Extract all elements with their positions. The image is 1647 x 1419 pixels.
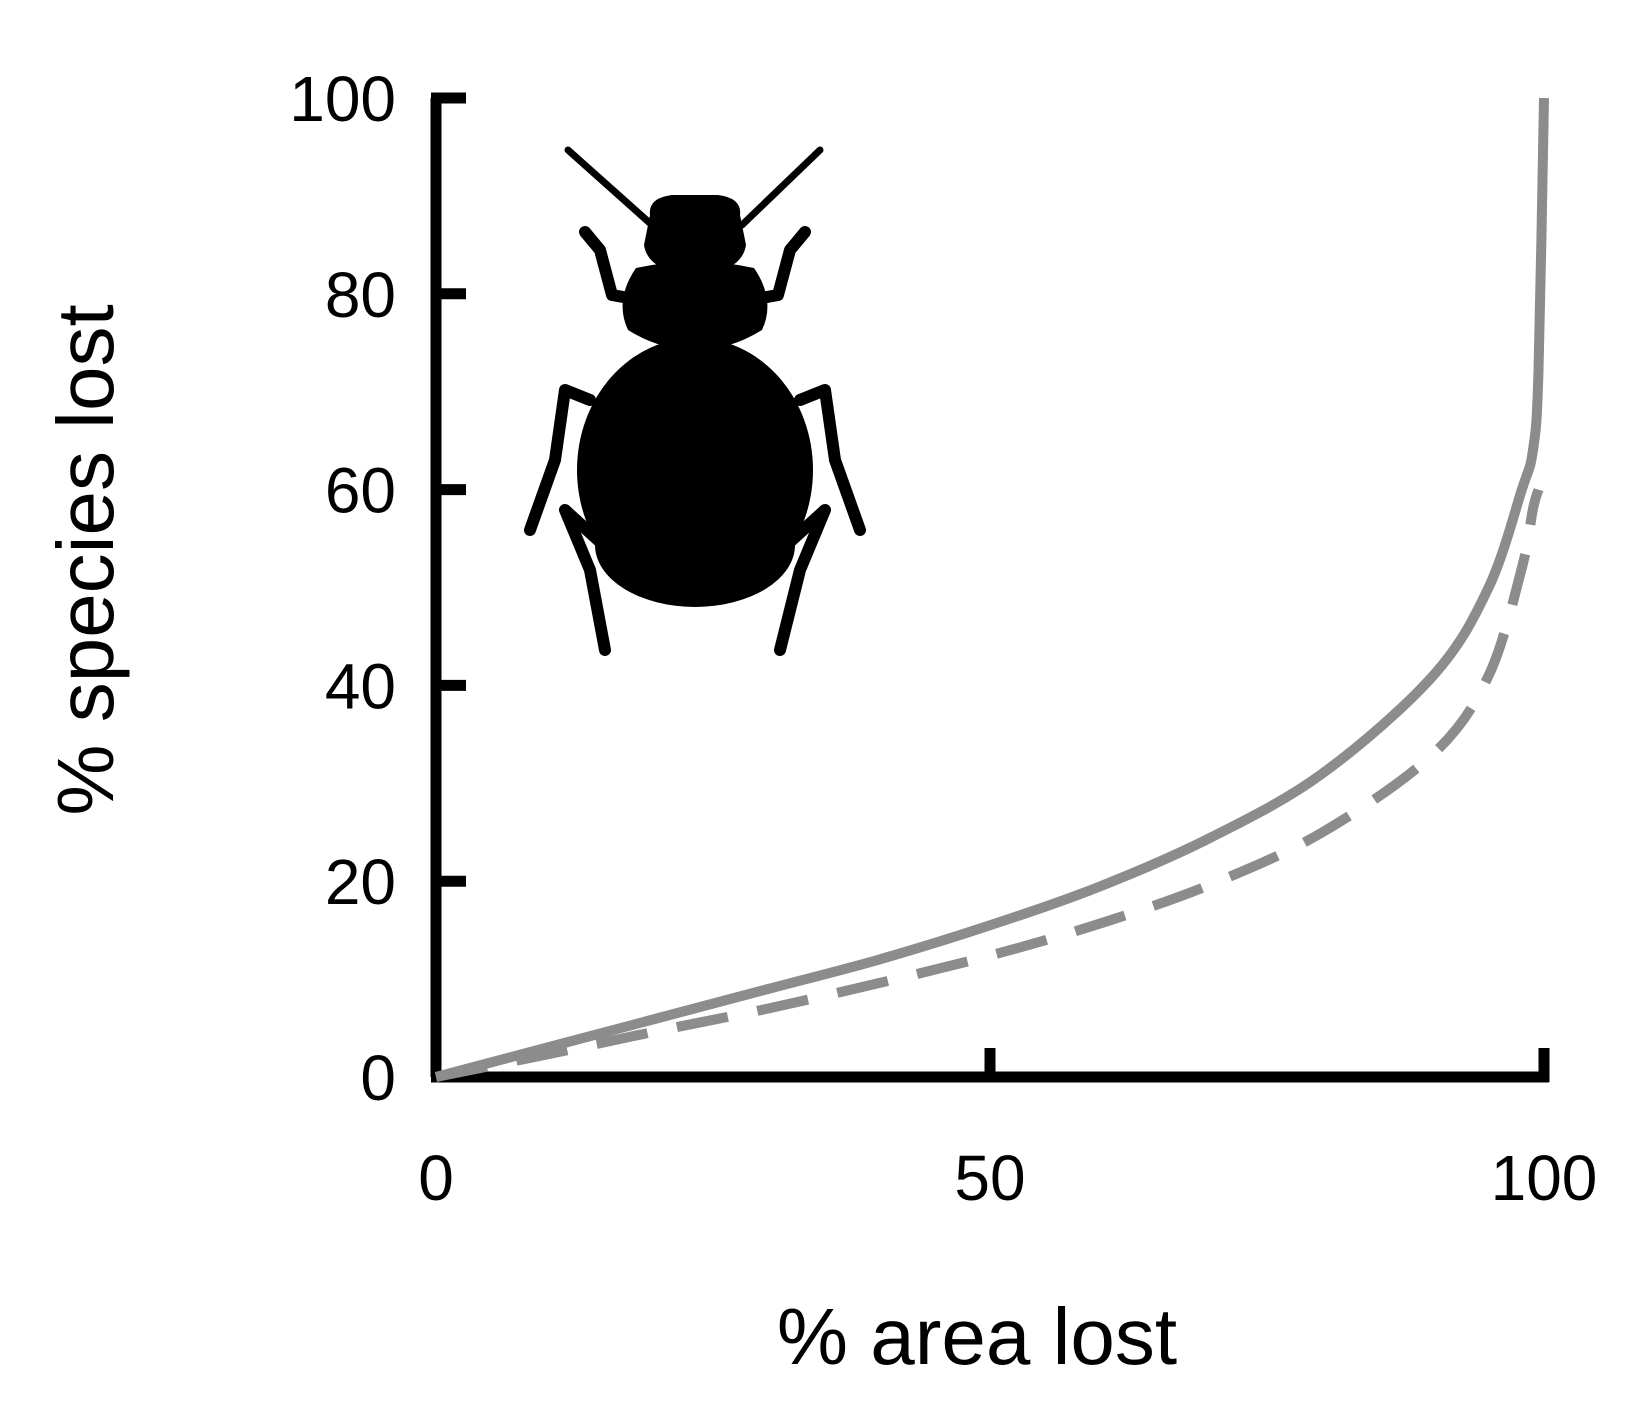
y-tick-label: 100 [289,63,396,135]
y-tick-label: 60 [325,455,396,527]
y-tick-label: 40 [325,650,396,722]
y-tick-label: 0 [360,1042,396,1114]
y-axis-title: % species lost [41,304,130,815]
series-line-solid [434,97,1549,1082]
x-axis-ticks: 0 50 100 [418,1048,1597,1214]
series-layer [434,97,1549,1082]
x-tick-label: 0 [418,1142,454,1214]
x-tick-label: 100 [1491,1142,1598,1214]
y-axis-ticks: 0 20 40 60 80 100 [289,63,466,1114]
x-tick-label: 50 [954,1142,1025,1214]
y-tick-label: 80 [325,259,396,331]
series-line-dashed [435,488,1544,1082]
beetle-silhouette-icon [524,146,866,656]
y-tick-label: 20 [325,846,396,918]
x-axis-title: % area lost [777,1292,1177,1381]
